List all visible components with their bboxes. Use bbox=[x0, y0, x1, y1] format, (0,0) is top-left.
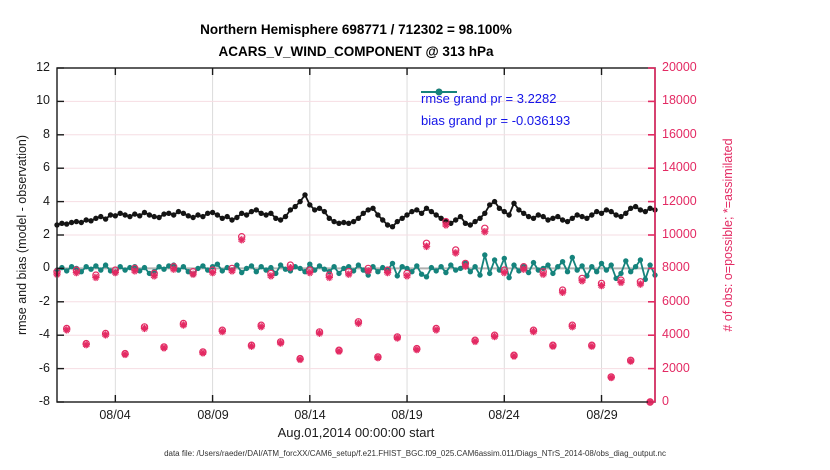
x-axis-label: Aug.01,2014 00:00:00 start bbox=[277, 425, 435, 440]
legend-row-bias: bias grand pr = -0.036193 bbox=[421, 88, 571, 131]
obs-assimilated-markers bbox=[53, 221, 654, 406]
y-right-tick-label: 10000 bbox=[662, 227, 697, 241]
y-left-tick-label: 10 bbox=[36, 93, 50, 107]
y-right-tick-label: 8000 bbox=[662, 260, 690, 274]
y-left-tick-label: 4 bbox=[43, 194, 50, 208]
y-axis-label-right: # of obs: o=possible; *=assimilated bbox=[721, 138, 735, 332]
grid-layer bbox=[57, 68, 655, 402]
y-right-tick-label: 0 bbox=[662, 394, 669, 408]
y-axis-label-left: rmse and bias (model - observation) bbox=[15, 134, 29, 336]
x-tick-label: 08/09 bbox=[197, 408, 229, 422]
bias-series bbox=[54, 252, 658, 283]
y-left-tick-label: -8 bbox=[38, 394, 50, 408]
x-tick-label: 08/24 bbox=[488, 408, 520, 422]
y-right-tick-label: 20000 bbox=[662, 60, 697, 74]
y-left-tick-label: -4 bbox=[38, 327, 50, 341]
axes-box bbox=[56, 67, 656, 403]
x-tick-label: 08/14 bbox=[294, 408, 326, 422]
rmse-series bbox=[54, 192, 658, 230]
chart-subtitle: ACARS_V_WIND_COMPONENT @ 313 hPa bbox=[218, 44, 494, 59]
y-right-tick-label: 4000 bbox=[662, 327, 690, 341]
y-left-tick-label: -6 bbox=[38, 361, 50, 375]
y-right-tick-label: 16000 bbox=[662, 127, 697, 141]
x-tick-label: 08/04 bbox=[99, 408, 131, 422]
obs-possible-markers bbox=[53, 217, 654, 406]
y-left-tick-label: 6 bbox=[43, 160, 50, 174]
bias-legend-marker-icon bbox=[421, 88, 457, 96]
x-tick-label: 08/19 bbox=[391, 408, 423, 422]
data-file-path: data file: /Users/raeder/DAI/ATM_forcXX/… bbox=[164, 449, 666, 458]
y-left-tick-label: 0 bbox=[43, 260, 50, 274]
y-right-tick-label: 18000 bbox=[662, 93, 697, 107]
y-left-tick-label: -2 bbox=[38, 294, 50, 308]
x-tick-label: 08/29 bbox=[586, 408, 618, 422]
chart-title: Northern Hemisphere 698771 / 712302 = 98… bbox=[200, 22, 512, 37]
legend-label-bias: bias grand pr = -0.036193 bbox=[421, 112, 571, 128]
legend: rmse grand pr = 3.2282 bias grand pr = -… bbox=[421, 87, 570, 131]
y-right-tick-label: 14000 bbox=[662, 160, 697, 174]
y-left-tick-label: 2 bbox=[43, 227, 50, 241]
legend-label-rmse: rmse grand pr = 3.2282 bbox=[421, 90, 557, 106]
y-right-tick-label: 2000 bbox=[662, 361, 690, 375]
y-right-tick-label: 6000 bbox=[662, 294, 690, 308]
y-right-tick-label: 12000 bbox=[662, 194, 697, 208]
y-left-tick-label: 8 bbox=[43, 127, 50, 141]
y-left-tick-label: 12 bbox=[36, 60, 50, 74]
